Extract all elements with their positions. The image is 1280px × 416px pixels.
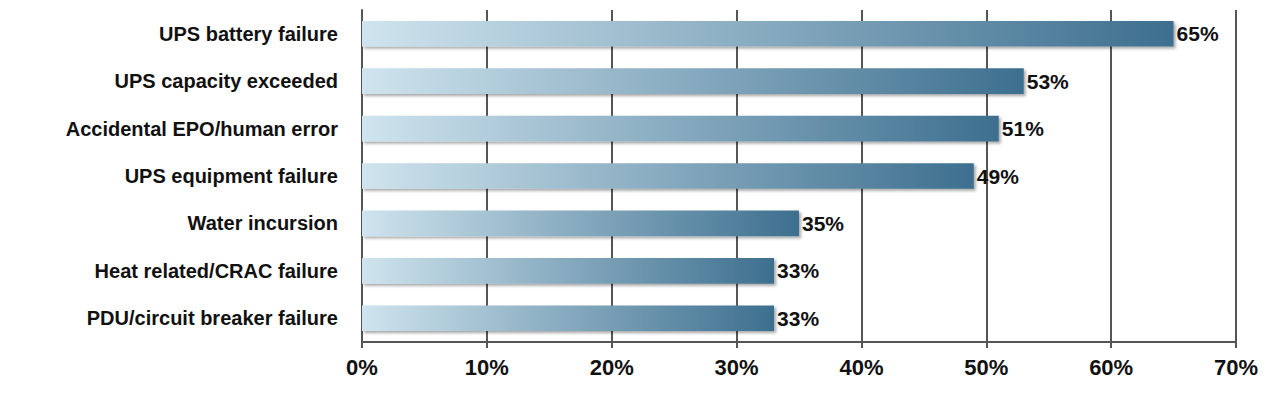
svg-text:0%: 0% [346, 355, 378, 380]
svg-text:10%: 10% [465, 355, 509, 380]
svg-text:40%: 40% [839, 355, 883, 380]
svg-text:UPS battery failure: UPS battery failure [159, 23, 338, 45]
svg-text:60%: 60% [1089, 355, 1133, 380]
svg-text:20%: 20% [590, 355, 634, 380]
svg-text:UPS equipment failure: UPS equipment failure [125, 165, 338, 187]
svg-text:50%: 50% [964, 355, 1008, 380]
svg-text:PDU/circuit breaker failure: PDU/circuit breaker failure [87, 307, 338, 329]
svg-text:33%: 33% [777, 307, 819, 330]
svg-text:33%: 33% [777, 259, 819, 282]
svg-text:65%: 65% [1177, 22, 1219, 45]
svg-text:Accidental EPO/human error: Accidental EPO/human error [66, 118, 339, 140]
svg-text:49%: 49% [977, 165, 1019, 188]
svg-text:30%: 30% [715, 355, 759, 380]
svg-text:70%: 70% [1214, 355, 1258, 380]
svg-text:UPS capacity exceeded: UPS capacity exceeded [115, 70, 338, 92]
svg-text:35%: 35% [802, 212, 844, 235]
svg-text:Water incursion: Water incursion [188, 212, 338, 234]
svg-text:53%: 53% [1027, 70, 1069, 93]
svg-text:Heat related/CRAC failure: Heat related/CRAC failure [95, 260, 338, 282]
svg-text:51%: 51% [1002, 117, 1044, 140]
